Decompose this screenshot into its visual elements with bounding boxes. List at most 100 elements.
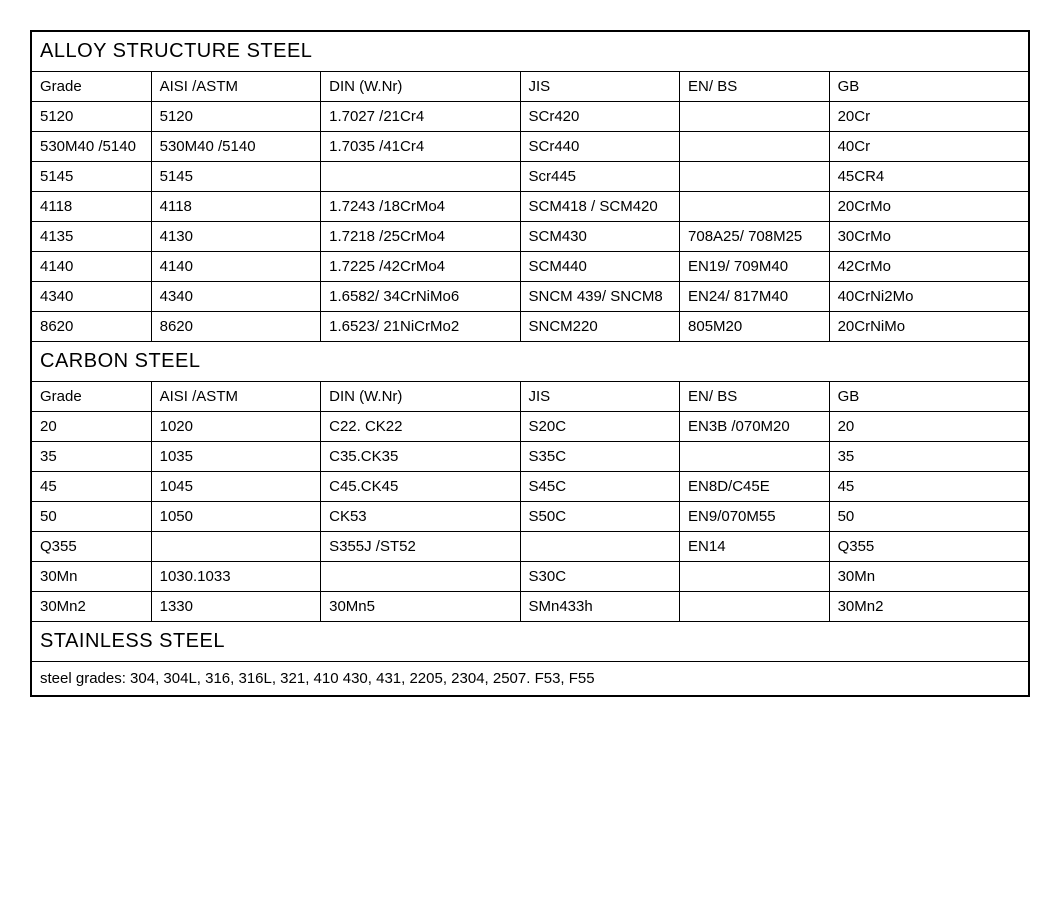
table-cell: SCr440 xyxy=(520,132,680,162)
table-cell: 708A25/ 708M25 xyxy=(680,222,830,252)
table-cell: SCM440 xyxy=(520,252,680,282)
table-cell: SCM430 xyxy=(520,222,680,252)
table-header-cell: DIN (W.Nr) xyxy=(321,382,520,412)
section-title: STAINLESS STEEL xyxy=(32,622,1029,662)
table-cell: 30Mn xyxy=(829,562,1028,592)
table-cell: EN19/ 709M40 xyxy=(680,252,830,282)
table-header-cell: GB xyxy=(829,382,1028,412)
table-cell: 530M40 /5140 xyxy=(151,132,320,162)
table-cell: SNCM 439/ SNCM8 xyxy=(520,282,680,312)
table-cell: 30Mn5 xyxy=(321,592,520,622)
table-cell: 1.7035 /41Cr4 xyxy=(321,132,520,162)
table-cell: 530M40 /5140 xyxy=(32,132,152,162)
table-cell: 4118 xyxy=(151,192,320,222)
table-header-row: GradeAISI /ASTMDIN (W.Nr)JISEN/ BSGB xyxy=(32,72,1029,102)
table-cell: SMn433h xyxy=(520,592,680,622)
section-note: steel grades: 304, 304L, 316, 316L, 321,… xyxy=(32,662,1029,696)
table-cell: 20CrNiMo xyxy=(829,312,1028,342)
table-row: 30Mn2133030Mn5SMn433h30Mn2 xyxy=(32,592,1029,622)
table-header-cell: GB xyxy=(829,72,1028,102)
table-cell: 1330 xyxy=(151,592,320,622)
table-cell: 1020 xyxy=(151,412,320,442)
table-row: 862086201.6523/ 21NiCrMo2SNCM220805M2020… xyxy=(32,312,1029,342)
table-cell: 4340 xyxy=(151,282,320,312)
table-cell: 30Mn xyxy=(32,562,152,592)
table-cell: Q355 xyxy=(829,532,1028,562)
table-cell xyxy=(321,162,520,192)
table-cell: 8620 xyxy=(32,312,152,342)
table-header-cell: AISI /ASTM xyxy=(151,382,320,412)
table-cell: 4118 xyxy=(32,192,152,222)
table-cell: 20 xyxy=(829,412,1028,442)
table-row: 51455145Scr44545CR4 xyxy=(32,162,1029,192)
table-cell: 30Mn2 xyxy=(32,592,152,622)
table-header-row: GradeAISI /ASTMDIN (W.Nr)JISEN/ BSGB xyxy=(32,382,1029,412)
table-cell: EN14 xyxy=(680,532,830,562)
table-row: 414041401.7225 /42CrMo4SCM440EN19/ 709M4… xyxy=(32,252,1029,282)
table-header-cell: JIS xyxy=(520,72,680,102)
table-cell: 1.7225 /42CrMo4 xyxy=(321,252,520,282)
table-cell: 1045 xyxy=(151,472,320,502)
table-cell: 20CrMo xyxy=(829,192,1028,222)
table-cell xyxy=(680,132,830,162)
table-cell xyxy=(321,562,520,592)
table-row: 434043401.6582/ 34CrNiMo6SNCM 439/ SNCM8… xyxy=(32,282,1029,312)
table-header-cell: JIS xyxy=(520,382,680,412)
table-row: Q355S355J /ST52EN14Q355 xyxy=(32,532,1029,562)
table-cell: 1.6523/ 21NiCrMo2 xyxy=(321,312,520,342)
table-cell: 45 xyxy=(32,472,152,502)
table-cell xyxy=(680,562,830,592)
table-cell: 35 xyxy=(829,442,1028,472)
table-cell: 1.7218 /25CrMo4 xyxy=(321,222,520,252)
table-cell: 42CrMo xyxy=(829,252,1028,282)
table-cell: 4135 xyxy=(32,222,152,252)
table-cell: 5120 xyxy=(151,102,320,132)
table-cell: S20C xyxy=(520,412,680,442)
table-cell: EN9/070M55 xyxy=(680,502,830,532)
steel-grades-table: ALLOY STRUCTURE STEELGradeAISI /ASTMDIN … xyxy=(31,31,1029,696)
table-cell: 30Mn2 xyxy=(829,592,1028,622)
table-cell: 5120 xyxy=(32,102,152,132)
table-row: 530M40 /5140530M40 /51401.7035 /41Cr4SCr… xyxy=(32,132,1029,162)
table-header-cell: AISI /ASTM xyxy=(151,72,320,102)
table-cell: 50 xyxy=(829,502,1028,532)
table-cell: S50C xyxy=(520,502,680,532)
table-cell xyxy=(680,592,830,622)
table-cell: CK53 xyxy=(321,502,520,532)
table-cell: 40CrNi2Mo xyxy=(829,282,1028,312)
table-row: 30Mn1030.1033S30C30Mn xyxy=(32,562,1029,592)
table-cell: S35C xyxy=(520,442,680,472)
table-cell: 20 xyxy=(32,412,152,442)
table-cell: 5145 xyxy=(151,162,320,192)
table-header-cell: EN/ BS xyxy=(680,72,830,102)
table-cell: 1035 xyxy=(151,442,320,472)
table-cell: 1.7027 /21Cr4 xyxy=(321,102,520,132)
table-cell xyxy=(680,192,830,222)
table-cell: 5145 xyxy=(32,162,152,192)
table-cell: 4340 xyxy=(32,282,152,312)
table-cell: 4140 xyxy=(151,252,320,282)
table-cell: Scr445 xyxy=(520,162,680,192)
table-cell: C22. CK22 xyxy=(321,412,520,442)
table-cell: 8620 xyxy=(151,312,320,342)
table-row: 512051201.7027 /21Cr4SCr42020Cr xyxy=(32,102,1029,132)
table-cell: Q355 xyxy=(32,532,152,562)
table-cell: 1.7243 /18CrMo4 xyxy=(321,192,520,222)
table-row: 501050CK53S50CEN9/070M5550 xyxy=(32,502,1029,532)
table-cell: 45 xyxy=(829,472,1028,502)
table-cell: 40Cr xyxy=(829,132,1028,162)
table-cell: C45.CK45 xyxy=(321,472,520,502)
table-cell xyxy=(151,532,320,562)
table-header-cell: Grade xyxy=(32,382,152,412)
section-title: CARBON STEEL xyxy=(32,342,1029,382)
table-cell xyxy=(680,102,830,132)
table-cell: EN24/ 817M40 xyxy=(680,282,830,312)
table-cell: S30C xyxy=(520,562,680,592)
table-cell xyxy=(520,532,680,562)
table-cell: SNCM220 xyxy=(520,312,680,342)
table-header-cell: Grade xyxy=(32,72,152,102)
table-header-cell: DIN (W.Nr) xyxy=(321,72,520,102)
table-cell: C35.CK35 xyxy=(321,442,520,472)
table-cell: EN3B /070M20 xyxy=(680,412,830,442)
table-cell: 4140 xyxy=(32,252,152,282)
